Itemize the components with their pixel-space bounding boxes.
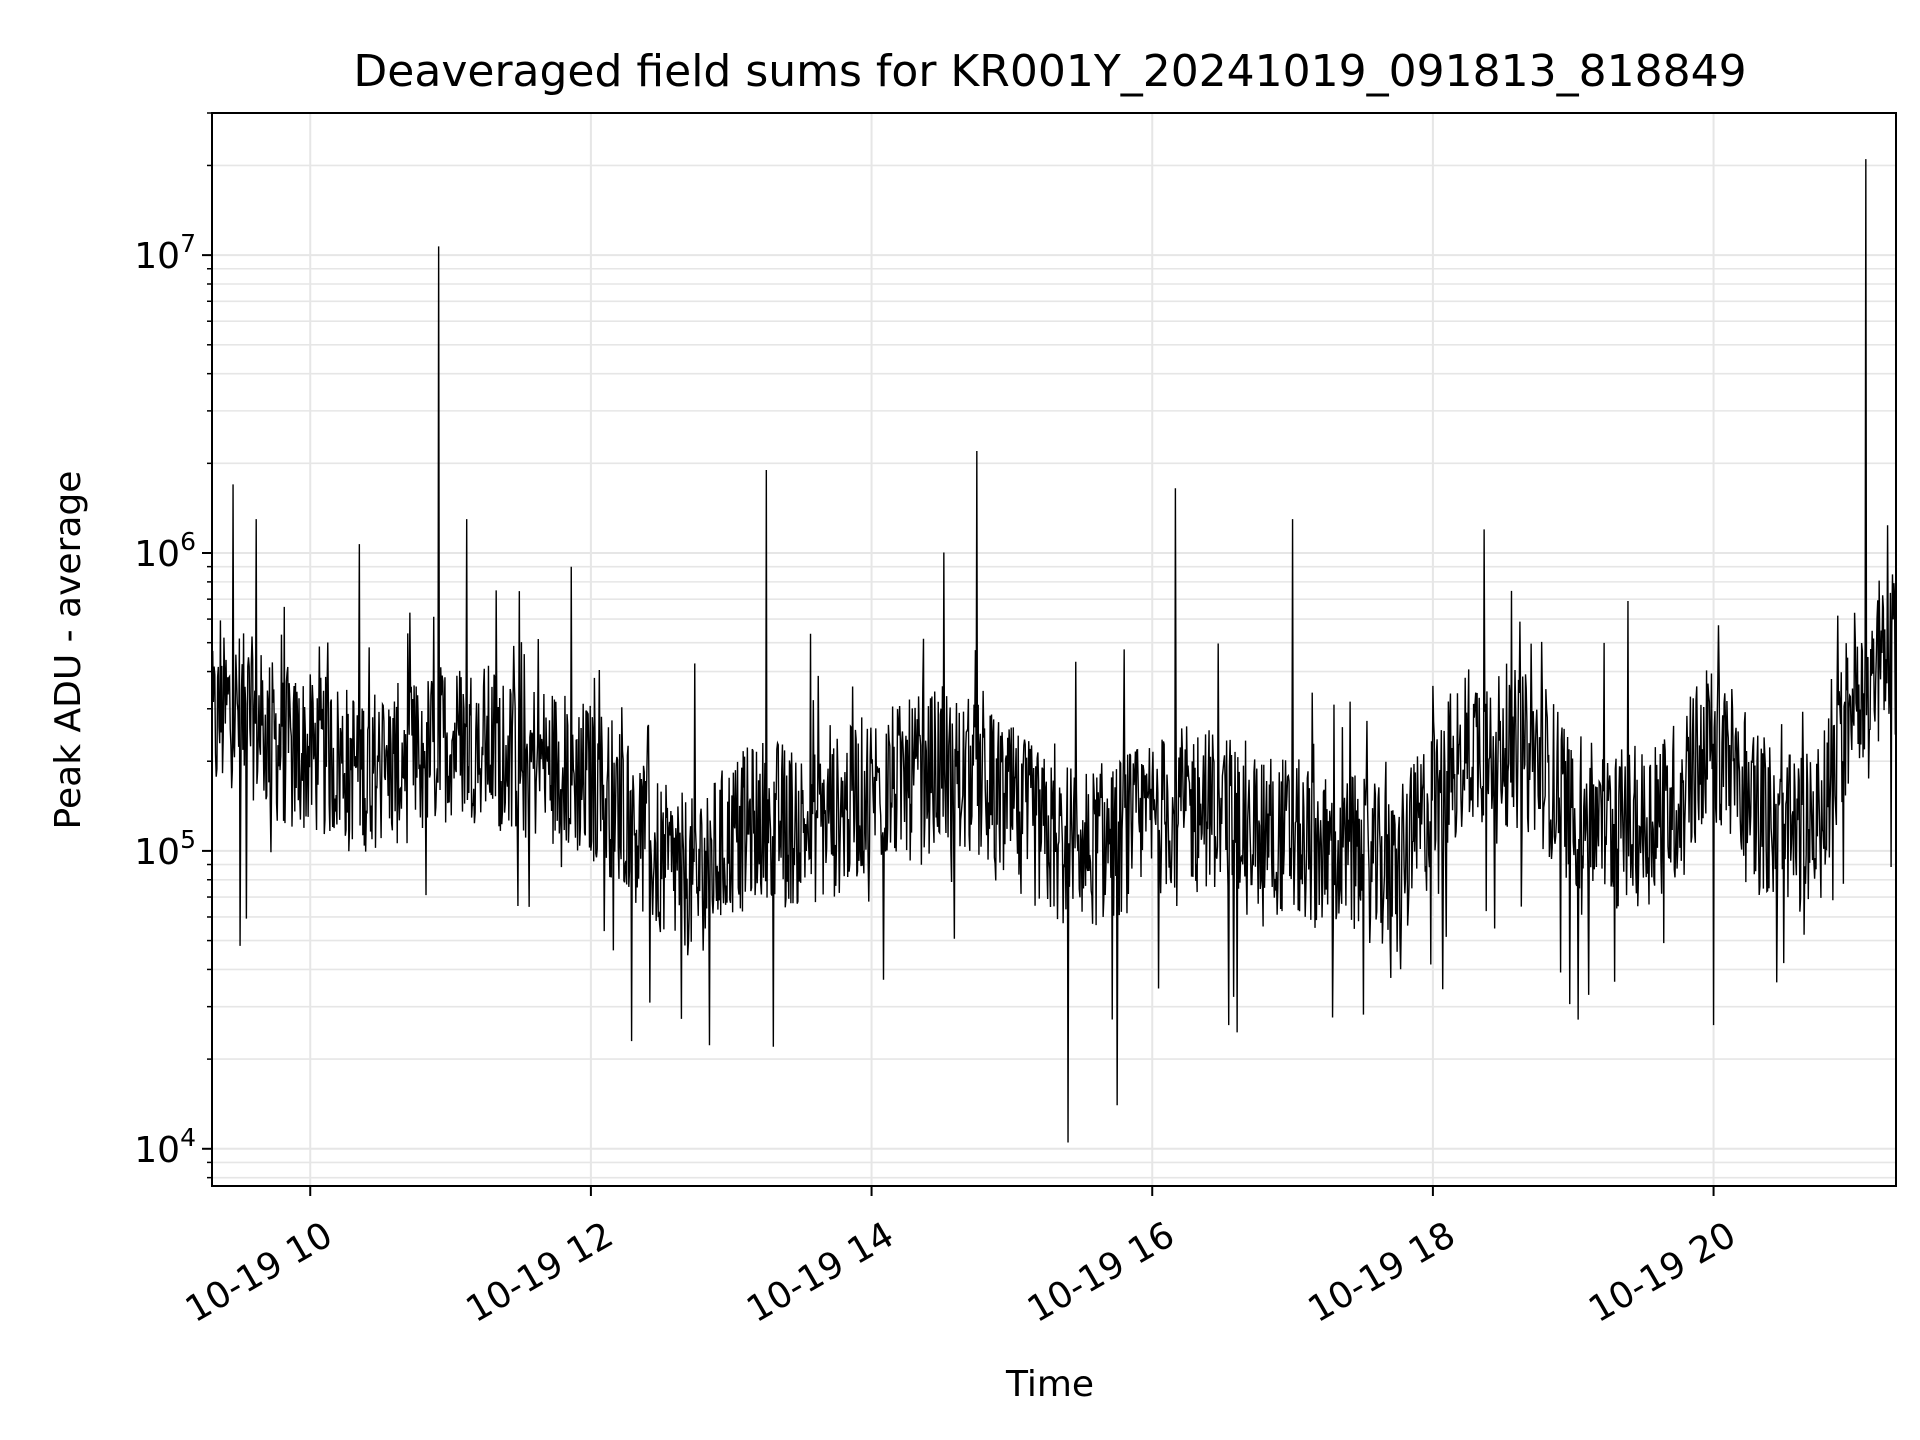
y-tick-label: 106 <box>134 527 196 575</box>
x-axis-label: Time <box>1005 1364 1094 1405</box>
y-tick-label: 105 <box>134 825 196 873</box>
y-tick-label: 107 <box>134 229 196 277</box>
y-axis-ticks: 104 105 106 107 <box>134 112 212 1179</box>
plot-frame <box>211 112 1897 1187</box>
y-tick-label: 104 <box>134 1123 196 1171</box>
chart-title: Deaveraged field sums for KR001Y_2024101… <box>353 46 1746 97</box>
series-line <box>211 159 1897 1143</box>
y-axis-label: Peak ADU - average <box>48 471 89 830</box>
